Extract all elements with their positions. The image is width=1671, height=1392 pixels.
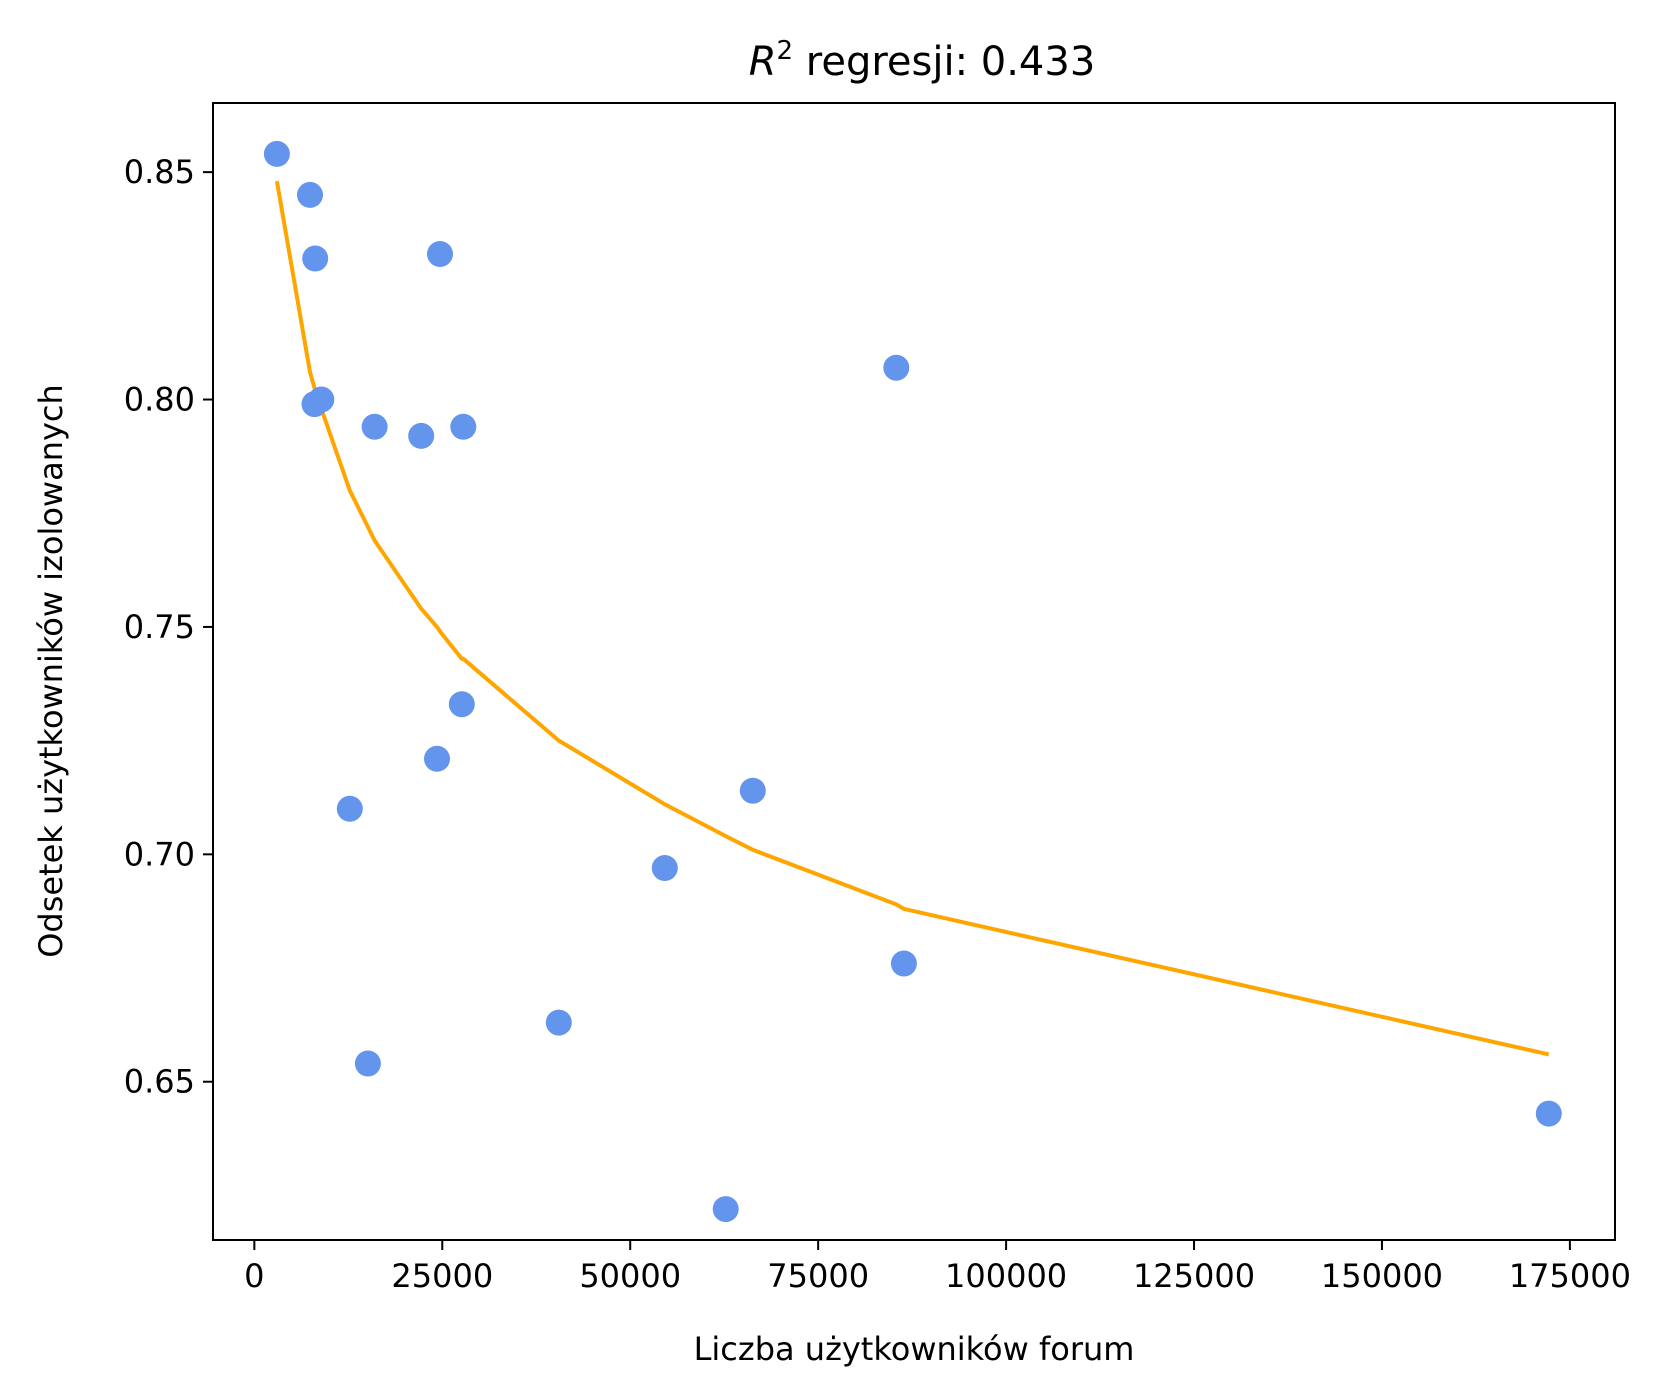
data-point — [302, 245, 329, 272]
data-point — [1535, 1100, 1562, 1127]
y-axis: 0.65 0.70 0.75 0.80 0.85 — [124, 153, 213, 1101]
data-point — [354, 1050, 381, 1077]
data-point — [336, 795, 363, 822]
data-point — [424, 745, 450, 772]
plot-area — [263, 140, 1562, 1223]
title-text: regresji: 0.433 — [793, 39, 1095, 85]
x-tick-label: 75000 — [767, 1257, 869, 1295]
data-point — [450, 413, 477, 440]
data-point — [308, 386, 335, 413]
x-tick-label: 25000 — [391, 1257, 493, 1295]
y-tick-label: 0.70 — [124, 835, 195, 873]
x-tick-label: 50000 — [579, 1257, 681, 1295]
x-tick-label: 0 — [244, 1257, 264, 1295]
data-point — [739, 777, 766, 804]
data-point — [651, 855, 678, 881]
data-point — [297, 181, 323, 208]
axes-frame — [212, 102, 1616, 1241]
data-point — [448, 691, 475, 718]
y-tick-label: 0.80 — [124, 381, 195, 419]
y-tick-label: 0.75 — [124, 608, 195, 646]
x-axis-label: Liczba użytkowników forum — [694, 1330, 1135, 1368]
data-point — [545, 1009, 572, 1036]
chart-title: R2 regresji: 0.433 — [749, 36, 1096, 85]
data-point — [361, 413, 388, 440]
data-point — [408, 422, 435, 449]
data-point — [883, 354, 910, 381]
x-tick-label: 150000 — [1321, 1257, 1443, 1295]
y-tick-label: 0.85 — [124, 153, 195, 191]
data-point — [712, 1196, 739, 1223]
x-axis: 0 25000 50000 75000 100000 125000 150000 175000 — [244, 1240, 1631, 1295]
x-tick-label: 125000 — [1133, 1257, 1255, 1295]
x-tick-label: 175000 — [1509, 1257, 1631, 1295]
data-point — [427, 241, 453, 267]
data-point — [263, 140, 290, 167]
title-r: R — [749, 39, 777, 85]
y-axis-label: Odsetek użytkowników izolowanych — [32, 384, 70, 958]
x-tick-label: 100000 — [945, 1257, 1067, 1295]
data-point — [890, 950, 917, 977]
title-superscript: 2 — [777, 36, 794, 66]
y-tick-label: 0.65 — [124, 1063, 195, 1101]
